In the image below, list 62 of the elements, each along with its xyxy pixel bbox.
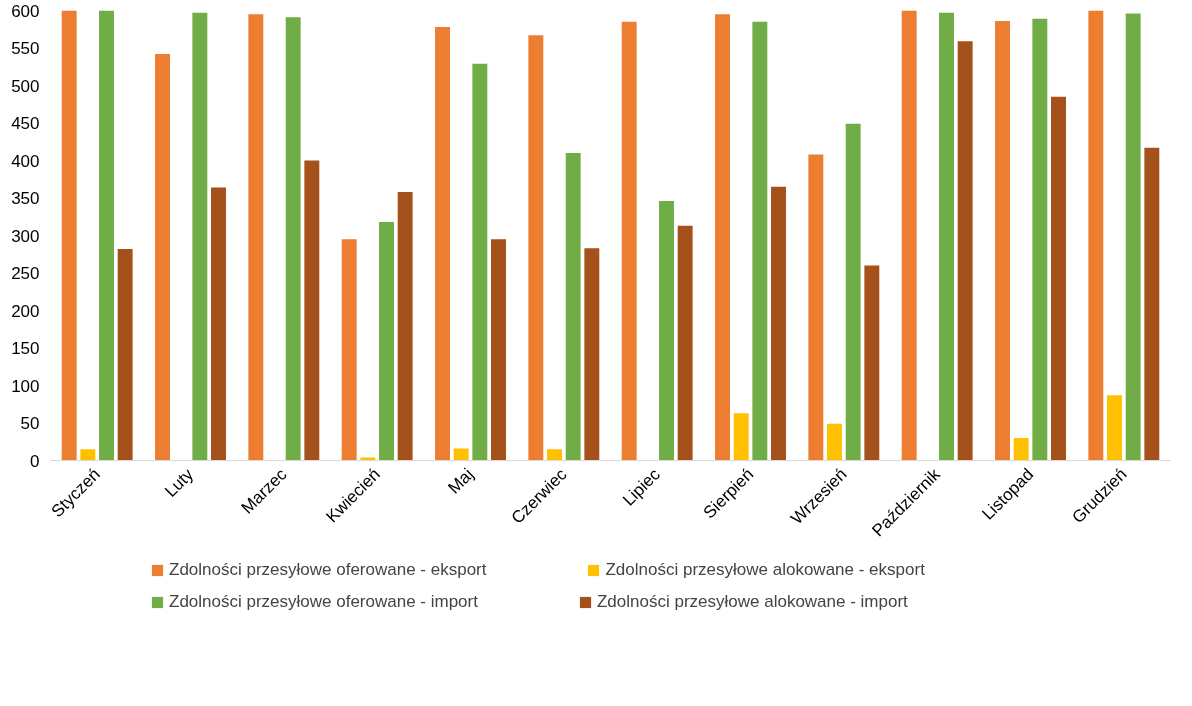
bar [155, 54, 170, 461]
y-tick-label: 450 [11, 114, 40, 133]
y-tick-label: 300 [11, 226, 40, 246]
y-tick-label: 600 [11, 1, 40, 21]
y-tick-label: 50 [20, 414, 40, 433]
bar [435, 27, 450, 461]
bar [341, 239, 357, 461]
legend-label: Zdolności przesyłowe alokowane - import [596, 592, 908, 612]
bar [248, 14, 264, 461]
bar [621, 21, 637, 461]
bar [1088, 10, 1104, 461]
bar [61, 10, 77, 461]
y-tick-label: 500 [11, 76, 40, 96]
x-tick-label: Luty [161, 464, 198, 501]
bar [565, 153, 581, 461]
bar [304, 160, 320, 461]
bar [752, 21, 768, 461]
bar [192, 12, 208, 461]
y-tick-label: 400 [11, 151, 40, 171]
y-tick-label: 250 [11, 264, 40, 283]
bar [845, 123, 861, 461]
x-tick-label: Maj [444, 464, 478, 498]
bar [957, 41, 973, 461]
bar [1032, 18, 1048, 461]
y-tick-label: 200 [11, 301, 40, 321]
y-tick-label: 150 [11, 339, 40, 358]
bar [285, 17, 301, 461]
bar [528, 35, 544, 461]
bar [995, 21, 1010, 461]
bar [211, 187, 226, 461]
bar [939, 12, 954, 461]
y-tick-label: 0 [30, 451, 40, 471]
legend-label: Zdolności przesyłowe oferowane - eksport [169, 560, 487, 580]
legend-label: Zdolności przesyłowe alokowane - eksport [605, 560, 925, 580]
bar [80, 449, 96, 461]
y-tick-label: 350 [11, 189, 40, 208]
bar [453, 448, 469, 461]
bar [547, 449, 562, 461]
bar [1051, 96, 1066, 461]
bar [771, 186, 786, 461]
bar [733, 413, 749, 461]
bar [379, 222, 394, 461]
bar [659, 201, 674, 461]
bar [1107, 395, 1122, 461]
bar [491, 239, 506, 461]
bar [1144, 147, 1160, 461]
bar [117, 249, 133, 461]
bar [1125, 13, 1141, 461]
legend-label: Zdolności przesyłowe oferowane - import [169, 592, 478, 612]
bar [99, 10, 114, 461]
bar [827, 423, 842, 461]
y-tick-label: 100 [11, 376, 40, 396]
bar [901, 10, 917, 461]
bar [715, 14, 730, 461]
y-tick-label: 550 [11, 39, 40, 58]
bar [808, 154, 824, 461]
bar [397, 192, 413, 461]
bar [677, 225, 693, 461]
bar [472, 63, 488, 461]
bar [864, 265, 880, 461]
bar [584, 248, 600, 461]
bar [1013, 438, 1029, 461]
